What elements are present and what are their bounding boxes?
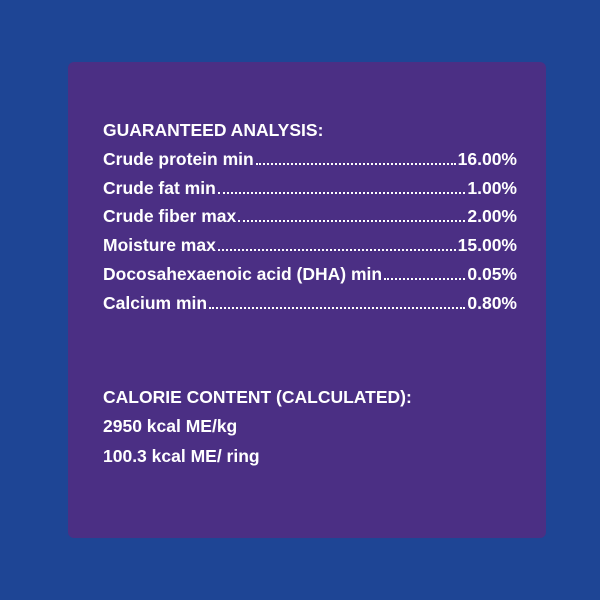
analysis-row: Calcium min 0.80% (103, 293, 517, 313)
dot-leader (217, 249, 456, 252)
calorie-heading: CALORIE CONTENT (CALCULATED): (103, 387, 412, 407)
nutrient-value: 15.00% (457, 235, 517, 256)
dot-leader (217, 191, 466, 194)
analysis-row: Docosahexaenoic acid (DHA) min 0.05% (103, 264, 517, 284)
nutrient-label: Moisture max (103, 235, 216, 256)
nutrient-value: 0.05% (467, 263, 517, 284)
dot-leader (238, 220, 466, 223)
nutrient-value: 1.00% (467, 177, 517, 198)
dot-leader (209, 306, 466, 309)
nutrient-label: Docosahexaenoic acid (DHA) min (103, 263, 383, 284)
nutrient-value: 16.00% (457, 149, 517, 169)
analysis-heading: GUARANTEED ANALYSIS: (103, 120, 324, 140)
nutrient-value: 2.00% (467, 206, 517, 227)
nutrient-value: 0.80% (467, 292, 517, 313)
calorie-line: 100.3 kcal ME/ ring (103, 446, 260, 466)
nutrient-label: Crude protein min (103, 149, 254, 169)
nutrient-label: Crude fat min (103, 177, 216, 198)
analysis-row: Crude fat min 1.00% (103, 178, 517, 198)
analysis-row: Crude fiber max 2.00% (103, 206, 517, 226)
analysis-row: Crude protein min 16.00% (103, 149, 517, 169)
dot-leader (255, 163, 456, 165)
analysis-row: Moisture max 15.00% (103, 235, 517, 255)
dot-leader (384, 277, 466, 280)
calorie-line: 2950 kcal ME/kg (103, 416, 238, 436)
analysis-panel: GUARANTEED ANALYSIS: Crude protein min 16… (68, 62, 546, 538)
nutrient-label: Calcium min (103, 292, 208, 313)
nutrient-label: Crude fiber max (103, 206, 237, 227)
